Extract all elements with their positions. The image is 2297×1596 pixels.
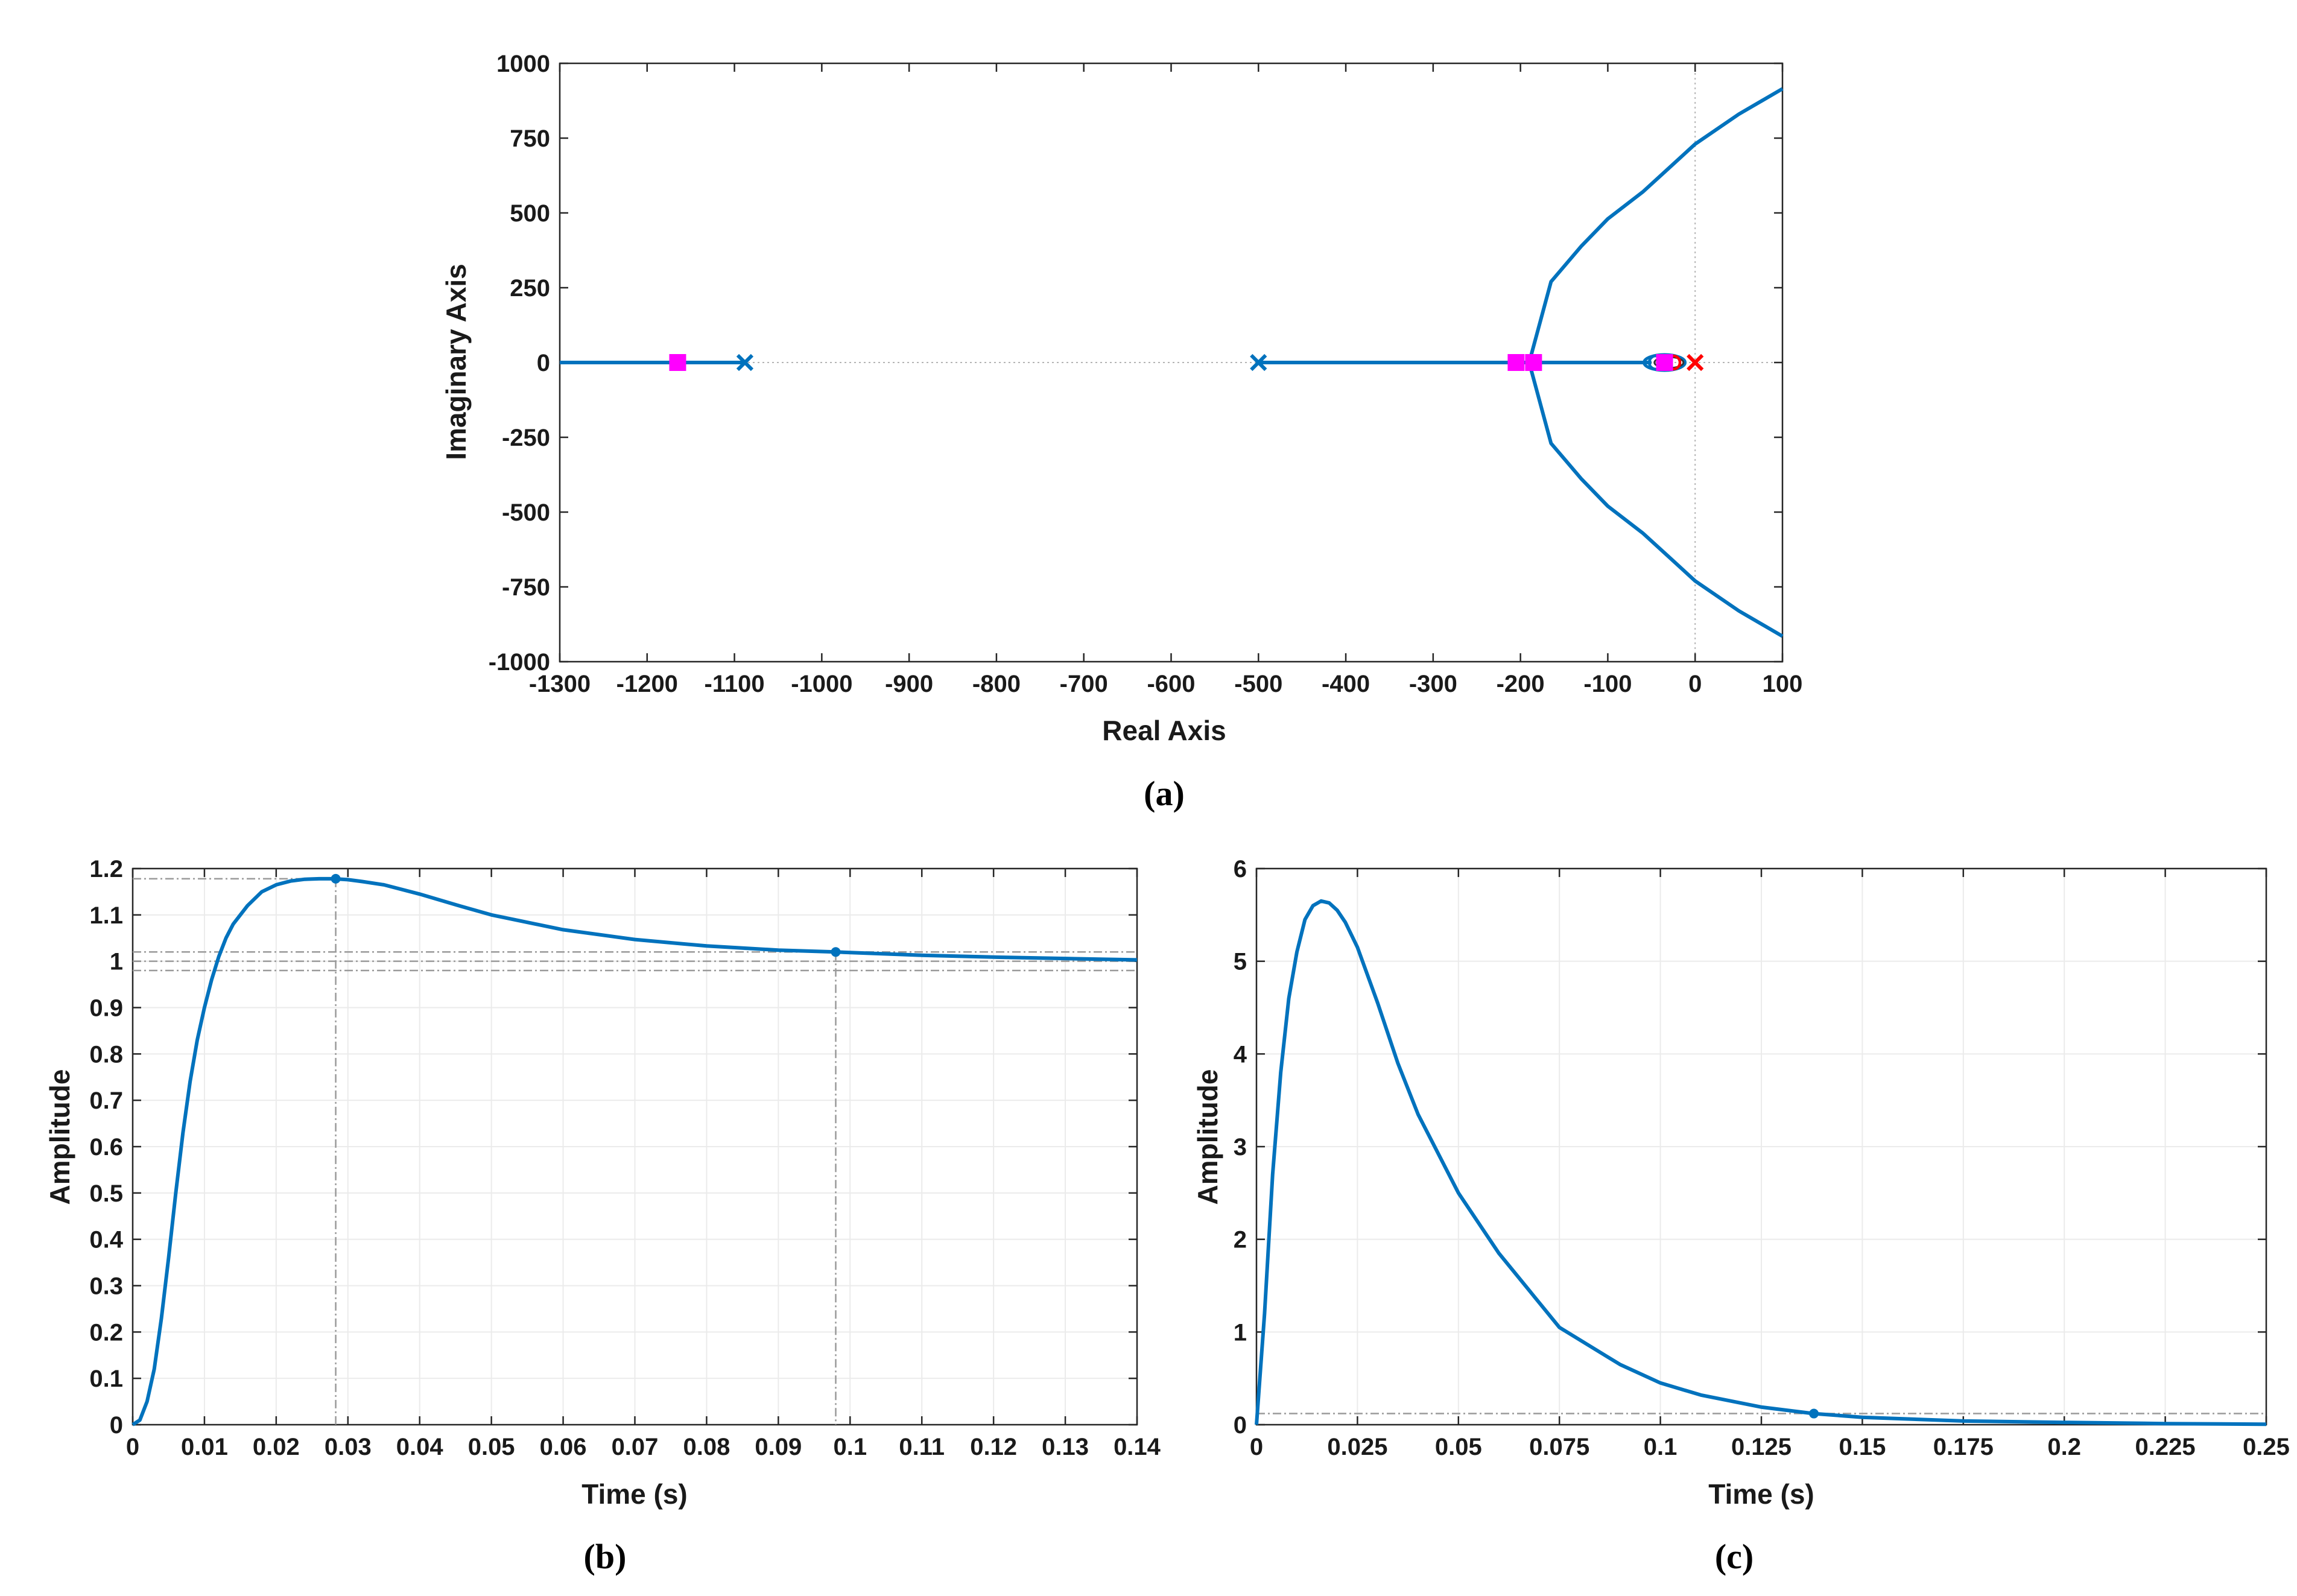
impulse-response-ytick-label: 3 <box>1234 1134 1247 1161</box>
root-locus-ytick-label: -500 <box>502 499 550 526</box>
step-response-xtick-label: 0.02 <box>253 1434 300 1460</box>
step-response-xtick-label: 0.06 <box>540 1434 587 1460</box>
root-locus-ytick-label: 750 <box>510 125 550 152</box>
root-locus-ytick-label: -250 <box>502 425 550 451</box>
step-response-ytick-label: 0.7 <box>89 1088 123 1114</box>
step-response-ylabel: Amplitude <box>44 1069 75 1205</box>
impulse-response-xtick-label: 0.1 <box>1644 1434 1678 1460</box>
caption-b: (b) <box>584 1537 627 1576</box>
root-locus-xtick-label: 100 <box>1763 671 1803 697</box>
step-response-xlabel: Time (s) <box>581 1478 688 1510</box>
step-response-plot: Time (s) Amplitude 0 0.01 0.02 0.03 0.04 0.05… <box>44 856 1161 1510</box>
step-response-xtick-label: 0.05 <box>468 1434 515 1460</box>
root-locus-xlabel: Real Axis <box>1102 715 1226 746</box>
root-locus-ytick-label: 500 <box>510 200 550 227</box>
root-locus-xtick-label: -900 <box>885 671 933 697</box>
step-response-xtick-label: 0.03 <box>325 1434 372 1460</box>
root-locus-ytick-label: 250 <box>510 275 550 302</box>
step-response-ytick-label: 0 <box>110 1412 123 1439</box>
closed-loop-pole-marker <box>1656 354 1673 371</box>
root-locus-xtick-label: -600 <box>1147 671 1195 697</box>
root-locus-xtick-label: -400 <box>1322 671 1370 697</box>
step-response-xtick-label: 0.08 <box>683 1434 730 1460</box>
caption-c: (c) <box>1715 1537 1754 1576</box>
step-response-xtick-label: 0 <box>126 1434 139 1460</box>
step-response-xtick-label: 0.14 <box>1114 1434 1161 1460</box>
root-locus-xtick-label: -1000 <box>791 671 852 697</box>
closed-loop-pole-marker <box>1525 354 1542 371</box>
locus-branch-upper <box>1527 87 1784 363</box>
root-locus-xtick-label: -1100 <box>705 671 765 697</box>
root-locus-ytick-label: -1000 <box>489 649 550 676</box>
step-response-series <box>131 876 1138 1427</box>
impulse-response-ytick-label: 2 <box>1234 1227 1247 1253</box>
impulse-response-axes-frame <box>1255 867 2267 1426</box>
impulse-response-xtick-label: 0.075 <box>1529 1434 1589 1460</box>
locus-branch-lower <box>1527 362 1784 638</box>
impulse-settling-marker <box>1809 1408 1819 1419</box>
impulse-response-xtick-label: 0.175 <box>1933 1434 1994 1460</box>
root-locus-ytick-label: -750 <box>502 574 550 601</box>
impulse-response-ylabel: Amplitude <box>1192 1069 1223 1205</box>
closed-loop-pole-marker <box>669 354 686 371</box>
caption-a: (a) <box>1144 774 1185 813</box>
root-locus-ylabel: Imaginary Axis <box>440 264 472 460</box>
impulse-response-xtick-label: 0.025 <box>1327 1434 1387 1460</box>
impulse-response-xtick-label: 0.2 <box>2047 1434 2081 1460</box>
root-locus-ytick-label: 0 <box>537 350 550 376</box>
root-locus-xtick-label: -1300 <box>529 671 591 697</box>
step-settling-marker <box>831 947 841 957</box>
closed-loop-pole-marker <box>1507 354 1525 371</box>
step-response-ytick-label: 0.9 <box>89 995 123 1022</box>
impulse-response-xtick-label: 0.125 <box>1731 1434 1792 1460</box>
impulse-response-ytick-label: 0 <box>1234 1412 1247 1439</box>
step-response-ytick-label: 1 <box>110 949 123 975</box>
impulse-response-xlabel: Time (s) <box>1708 1478 1814 1510</box>
root-locus-xtick-label: -200 <box>1497 671 1545 697</box>
impulse-response-xtick-label: 0.25 <box>2243 1434 2290 1460</box>
impulse-response-ytick-label: 1 <box>1234 1319 1247 1346</box>
pole-marker <box>736 353 754 372</box>
step-response-xtick-label: 0.09 <box>755 1434 802 1460</box>
step-response-ytick-label: 0.6 <box>89 1134 123 1161</box>
pole-marker <box>1250 353 1267 372</box>
step-response-ytick-label: 0.3 <box>89 1273 123 1300</box>
step-response-ytick-label: 0.4 <box>89 1227 123 1253</box>
step-response-xtick-label: 0.13 <box>1042 1434 1089 1460</box>
root-locus-xtick-label: -300 <box>1409 671 1457 697</box>
impulse-response-xtick-label: 0.15 <box>1839 1434 1886 1460</box>
root-locus-xtick-label: -500 <box>1234 671 1282 697</box>
step-response-xtick-label: 0.01 <box>181 1434 228 1460</box>
root-locus-xtick-label: -100 <box>1583 671 1632 697</box>
step-response-xtick-label: 0.07 <box>612 1434 659 1460</box>
impulse-response-series <box>1255 899 2267 1427</box>
impulse-response-xtick-label: 0.225 <box>2135 1434 2196 1460</box>
step-response-ytick-label: 0.8 <box>89 1041 123 1068</box>
root-locus-ytick-label: 1000 <box>496 51 550 77</box>
step-response-ytick-label: 0.1 <box>89 1366 123 1392</box>
step-response-xtick-label: 0.11 <box>899 1434 945 1460</box>
step-response-ytick-label: 0.2 <box>89 1319 123 1346</box>
root-locus-plot: Real Axis Imaginary Axis -1300 -1200 -1100… <box>440 51 1802 746</box>
impulse-response-xtick-label: 0.05 <box>1435 1434 1482 1460</box>
step-response-xtick-label: 0.1 <box>833 1434 867 1460</box>
root-locus-xtick-label: -1200 <box>616 671 678 697</box>
root-locus-xtick-label: -700 <box>1060 671 1108 697</box>
step-response-xtick-label: 0.04 <box>396 1434 444 1460</box>
impulse-response-ytick-label: 6 <box>1234 856 1247 882</box>
step-response-ytick-label: 1.2 <box>89 856 123 882</box>
step-peak-marker <box>331 873 341 884</box>
impulse-response-ytick-label: 5 <box>1234 949 1247 975</box>
pole-marker <box>1687 353 1704 372</box>
impulse-response-plot: Time (s) Amplitude 0 0.025 0.05 0.075 0.1 0.1… <box>1192 856 2290 1510</box>
step-response-axes-frame <box>131 867 1138 1426</box>
impulse-response-xtick-label: 0 <box>1250 1434 1263 1460</box>
step-response-ytick-label: 1.1 <box>89 902 123 929</box>
step-response-xtick-label: 0.12 <box>970 1434 1017 1460</box>
impulse-response-ytick-label: 4 <box>1234 1041 1247 1068</box>
step-response-ytick-label: 0.5 <box>89 1180 123 1207</box>
root-locus-xtick-label: -800 <box>972 671 1021 697</box>
root-locus-xtick-label: 0 <box>1688 671 1702 697</box>
